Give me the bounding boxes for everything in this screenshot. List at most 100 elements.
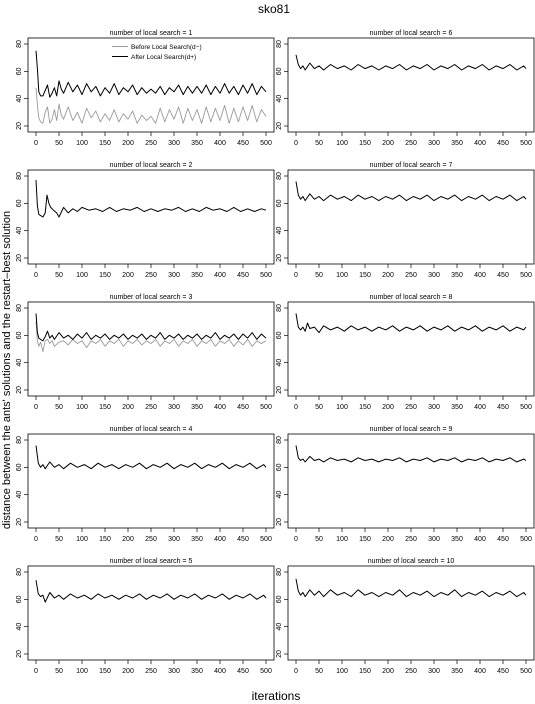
x-tick-label: 0 <box>294 536 298 543</box>
y-tick-label: 60 <box>276 595 283 603</box>
legend-label: After Local Search(d+) <box>131 54 196 61</box>
x-tick-label: 100 <box>76 272 88 279</box>
x-tick-label: 350 <box>191 272 203 279</box>
x-tick-label: 250 <box>145 272 157 279</box>
x-tick-label: 50 <box>55 536 63 543</box>
x-tick-label: 400 <box>214 140 226 147</box>
y-tick-label: 80 <box>16 40 23 48</box>
y-tick-label: 80 <box>276 304 283 312</box>
series-line-1 <box>35 180 267 218</box>
x-tick-label: 200 <box>382 536 394 543</box>
x-tick-label: 300 <box>168 140 180 147</box>
y-tick-label: 80 <box>276 172 283 180</box>
x-tick-label: 500 <box>260 272 272 279</box>
x-tick-label: 300 <box>168 272 180 279</box>
x-tick-label: 250 <box>145 536 157 543</box>
x-tick-label: 100 <box>336 668 348 675</box>
x-tick-label: 50 <box>315 140 323 147</box>
panel-title: number of local search = 6 <box>370 30 453 37</box>
x-tick-label: 300 <box>428 404 440 411</box>
series-line-1 <box>295 181 527 202</box>
panel-title: number of local search = 7 <box>370 162 453 169</box>
y-tick-label: 60 <box>16 463 23 471</box>
x-tick-label: 300 <box>168 404 180 411</box>
x-tick-label: 250 <box>145 404 157 411</box>
x-tick-label: 0 <box>294 272 298 279</box>
x-tick-label: 50 <box>55 404 63 411</box>
y-tick-label: 40 <box>16 227 23 235</box>
x-tick-label: 400 <box>474 536 486 543</box>
x-tick-label: 450 <box>497 536 509 543</box>
x-tick-label: 150 <box>359 272 371 279</box>
x-tick-label: 200 <box>122 272 134 279</box>
panel-8: number of local search = 9 0 50 100 150 200 25… <box>276 426 535 543</box>
panel-title: number of local search = 1 <box>110 30 193 37</box>
x-tick-label: 350 <box>451 272 463 279</box>
panel-3: number of local search = 2 0 50 100 150 200 25… <box>16 162 275 279</box>
panel-10: number of local search = 10 0 50 100 150 200 2… <box>276 558 535 675</box>
x-tick-label: 250 <box>145 140 157 147</box>
x-tick-label: 450 <box>497 668 509 675</box>
y-tick-label: 60 <box>276 199 283 207</box>
x-tick-label: 150 <box>99 140 111 147</box>
panel-4: number of local search = 7 0 50 100 150 200 25… <box>276 162 535 279</box>
x-tick-label: 350 <box>191 668 203 675</box>
x-tick-label: 0 <box>34 668 38 675</box>
x-tick-label: 350 <box>191 404 203 411</box>
series-line-1 <box>35 321 267 353</box>
y-tick-label: 60 <box>16 67 23 75</box>
x-tick-label: 400 <box>214 536 226 543</box>
panel-title: number of local search = 10 <box>368 558 455 565</box>
panel-title: number of local search = 8 <box>370 294 453 301</box>
panel-title: number of local search = 5 <box>110 558 193 565</box>
y-tick-label: 80 <box>276 436 283 444</box>
figure-title: sko81 <box>258 2 290 16</box>
x-tick-label: 150 <box>99 404 111 411</box>
panel-1: number of local search = 1 0 50 100 150 200 25… <box>16 30 275 147</box>
x-tick-label: 100 <box>336 140 348 147</box>
y-tick-label: 20 <box>16 386 23 394</box>
x-tick-label: 100 <box>336 536 348 543</box>
panel-title: number of local search = 4 <box>110 426 193 433</box>
x-tick-label: 0 <box>34 140 38 147</box>
x-tick-label: 200 <box>122 536 134 543</box>
series-line-1 <box>295 313 527 334</box>
x-tick-label: 150 <box>99 668 111 675</box>
y-tick-label: 60 <box>16 199 23 207</box>
y-tick-label: 20 <box>16 254 23 262</box>
y-tick-label: 80 <box>276 568 283 576</box>
y-tick-label: 60 <box>16 331 23 339</box>
x-tick-label: 350 <box>451 140 463 147</box>
panel-7: number of local search = 4 0 50 100 150 200 25… <box>16 426 275 543</box>
y-tick-label: 20 <box>276 650 283 658</box>
x-tick-label: 150 <box>359 140 371 147</box>
y-tick-label: 80 <box>16 436 23 444</box>
panel-2: number of local search = 6 0 50 100 150 200 25… <box>276 30 535 147</box>
series-line-1 <box>295 445 527 463</box>
x-tick-label: 50 <box>315 536 323 543</box>
x-tick-label: 200 <box>382 140 394 147</box>
x-tick-label: 0 <box>34 536 38 543</box>
x-tick-label: 350 <box>451 536 463 543</box>
x-tick-label: 450 <box>237 140 249 147</box>
y-tick-label: 60 <box>276 67 283 75</box>
x-tick-label: 0 <box>34 404 38 411</box>
legend-label: Before Local Search(d−) <box>131 44 202 51</box>
x-tick-label: 400 <box>214 272 226 279</box>
series-line-1 <box>35 580 267 603</box>
panels-group: number of local search = 10 50 100 150 200 25… <box>16 30 535 675</box>
x-tick-label: 400 <box>474 140 486 147</box>
x-tick-label: 50 <box>315 404 323 411</box>
x-tick-label: 150 <box>99 272 111 279</box>
panel-title: number of local search = 9 <box>370 426 453 433</box>
y-tick-label: 60 <box>16 595 23 603</box>
x-tick-label: 150 <box>359 536 371 543</box>
x-tick-label: 500 <box>520 140 532 147</box>
plot-frame <box>27 301 275 397</box>
series-line-1 <box>35 50 267 98</box>
x-tick-label: 500 <box>260 536 272 543</box>
y-tick-label: 60 <box>276 331 283 339</box>
series-line-1 <box>295 54 527 71</box>
y-tick-label: 80 <box>276 40 283 48</box>
x-tick-label: 400 <box>214 668 226 675</box>
